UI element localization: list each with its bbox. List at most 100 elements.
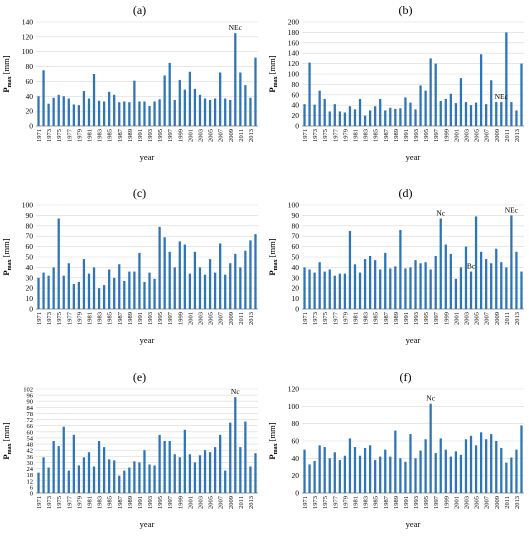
- annotation-label: NEc: [495, 92, 509, 101]
- bar: [42, 457, 45, 493]
- x-tick-label: 1983: [97, 312, 104, 325]
- bar: [123, 101, 126, 126]
- bar: [520, 425, 523, 493]
- bar: [348, 231, 352, 309]
- y-tick-label: 140: [288, 49, 300, 58]
- bar: [158, 226, 161, 309]
- annotation-label: Nc: [231, 387, 240, 396]
- bar: [449, 93, 452, 126]
- bar: [374, 106, 377, 126]
- bar: [439, 101, 442, 126]
- y-tick-label: 78: [27, 411, 34, 418]
- bar: [203, 450, 207, 493]
- x-tick-label: 1977: [66, 495, 73, 509]
- x-tick-label: 2011: [238, 496, 245, 509]
- bar: [244, 421, 247, 493]
- bar: [193, 462, 197, 493]
- x-tick-label: 2009: [494, 129, 501, 142]
- x-tick-label: 2003: [197, 496, 204, 509]
- x-tick-label: 1977: [66, 311, 73, 325]
- bar: [505, 462, 508, 493]
- bar: [353, 447, 357, 493]
- bar: [429, 403, 432, 493]
- bar: [510, 215, 513, 309]
- bar: [37, 472, 40, 493]
- x-tick-label: 1995: [157, 312, 164, 325]
- bar: [178, 241, 181, 309]
- y-tick-label: 40: [292, 263, 300, 272]
- bar: [168, 62, 171, 126]
- x-tick-label: 1971: [36, 129, 43, 142]
- bar: [379, 269, 382, 309]
- bar: [92, 267, 96, 309]
- x-tick-label: 1997: [167, 311, 174, 325]
- bar: [389, 107, 392, 126]
- x-tick-label: 1975: [56, 496, 63, 509]
- bar: [363, 447, 367, 493]
- bar: [328, 458, 331, 493]
- x-tick-label: 1997: [433, 495, 440, 509]
- x-tick-label: 2007: [218, 495, 225, 509]
- y-tick-label: 102: [23, 387, 33, 394]
- y-tick-label: 20: [26, 107, 34, 116]
- x-tick-label: 1973: [46, 312, 53, 325]
- bar: [138, 101, 141, 126]
- x-tick-label: 2009: [494, 312, 501, 325]
- bar: [198, 455, 202, 493]
- bar: [254, 57, 257, 126]
- x-tick-label: 1991: [403, 129, 410, 142]
- bar: [118, 475, 121, 493]
- x-tick-label: 1987: [117, 495, 124, 509]
- bar: [208, 452, 212, 493]
- annotation-label: Bc: [467, 262, 476, 271]
- bar: [102, 101, 106, 126]
- y-tick-label: 36: [27, 454, 34, 461]
- y-tick-label: 40: [292, 101, 300, 110]
- bar: [505, 267, 508, 309]
- y-tick-label: 70: [292, 232, 300, 241]
- panel-label: (a): [133, 3, 146, 17]
- bar: [173, 100, 176, 126]
- x-tick-label: 2007: [218, 311, 225, 325]
- bar: [464, 439, 468, 493]
- annotation-label: NEc: [229, 23, 243, 32]
- bar: [143, 450, 146, 493]
- bar: [348, 438, 352, 493]
- bar: [419, 85, 422, 126]
- bar: [208, 100, 212, 126]
- annotation-label: Nc: [426, 394, 435, 403]
- bar: [52, 441, 55, 493]
- bar: [384, 252, 387, 309]
- bar: [439, 438, 442, 493]
- x-tick-label: 1995: [423, 129, 430, 142]
- bar: [323, 98, 326, 126]
- bar: [178, 457, 181, 493]
- bar: [464, 102, 468, 126]
- bar: [434, 63, 437, 126]
- x-tick-label: 1987: [117, 128, 124, 142]
- bar: [52, 97, 55, 126]
- bar: [208, 259, 212, 309]
- y-axis-title: Pmax [mm]: [267, 238, 279, 275]
- bar: [515, 110, 518, 126]
- x-tick-label: 1999: [177, 312, 184, 325]
- y-tick-label: 20: [26, 284, 34, 293]
- bar: [239, 447, 242, 493]
- y-tick-label: 60: [26, 242, 34, 251]
- bar: [183, 89, 186, 126]
- bar: [469, 435, 473, 493]
- bar: [148, 105, 151, 126]
- x-axis-title: year: [406, 519, 421, 529]
- y-tick-label: 100: [22, 47, 34, 56]
- bar: [229, 100, 232, 126]
- y-tick-label: 40: [26, 263, 34, 272]
- y-tick-label: 30: [292, 273, 300, 282]
- bar: [249, 97, 252, 126]
- panel-label: (e): [133, 370, 146, 384]
- bar: [37, 96, 40, 126]
- bar: [203, 274, 207, 309]
- y-tick-label: 120: [288, 385, 300, 394]
- bar: [389, 456, 392, 493]
- x-tick-label: 1995: [157, 496, 164, 509]
- bar: [439, 218, 442, 309]
